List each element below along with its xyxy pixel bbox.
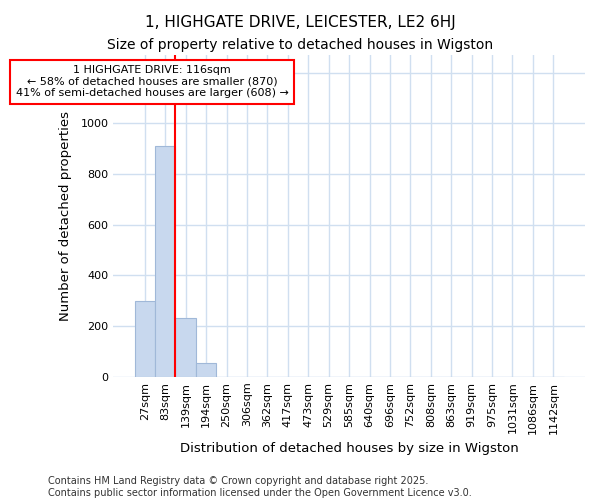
Text: Size of property relative to detached houses in Wigston: Size of property relative to detached ho… [107,38,493,52]
Y-axis label: Number of detached properties: Number of detached properties [59,111,72,321]
Text: 1, HIGHGATE DRIVE, LEICESTER, LE2 6HJ: 1, HIGHGATE DRIVE, LEICESTER, LE2 6HJ [145,15,455,30]
X-axis label: Distribution of detached houses by size in Wigston: Distribution of detached houses by size … [180,442,518,455]
Bar [175,318,196,377]
Bar [134,301,155,377]
Text: Contains HM Land Registry data © Crown copyright and database right 2025.
Contai: Contains HM Land Registry data © Crown c… [48,476,472,498]
Bar [155,146,175,377]
Text: 1 HIGHGATE DRIVE: 116sqm
← 58% of detached houses are smaller (870)
41% of semi-: 1 HIGHGATE DRIVE: 116sqm ← 58% of detach… [16,65,289,98]
Bar [196,363,217,377]
